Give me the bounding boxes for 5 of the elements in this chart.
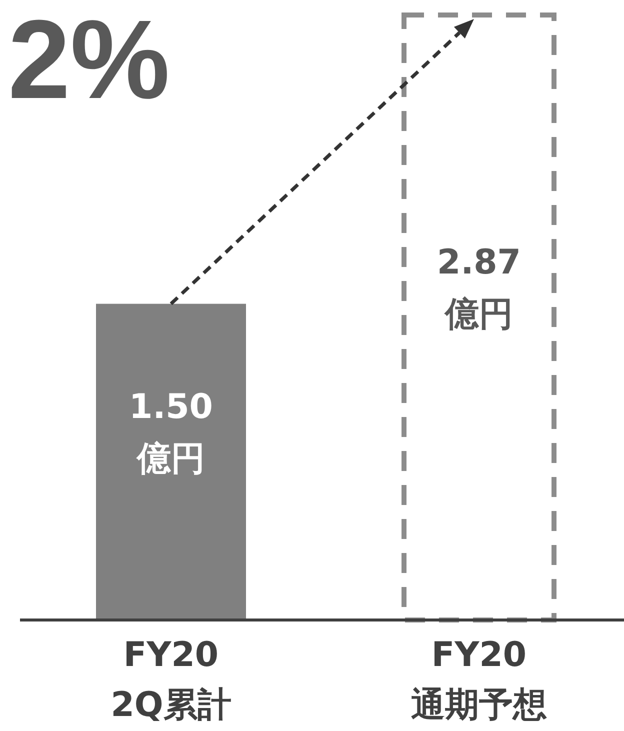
x-tick-label: FY20 通期予想 [411,635,547,725]
data-label: 2.87 億円 [437,242,521,334]
data-label: 1.50 億円 [129,386,213,479]
annotation: 2% [8,0,170,122]
x-tick-label: FY20 2Q累計 [110,635,232,725]
